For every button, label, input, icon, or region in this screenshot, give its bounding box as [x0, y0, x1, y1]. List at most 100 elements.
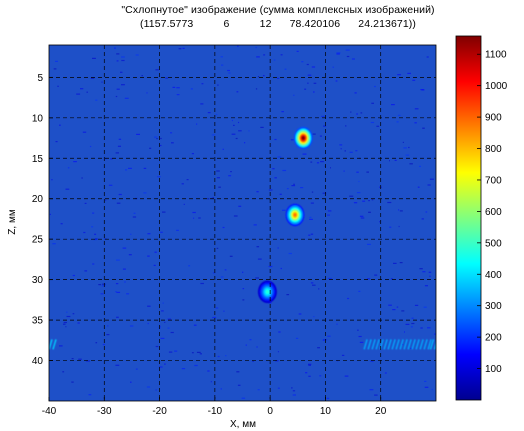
speckle-mark — [263, 54, 266, 56]
speckle-mark — [374, 394, 378, 396]
speckle-mark — [88, 394, 92, 396]
speckle-mark — [62, 371, 65, 373]
speckle-mark — [279, 193, 282, 195]
speckle-mark — [367, 278, 371, 280]
speckle-mark — [336, 52, 341, 54]
speckle-mark — [310, 233, 314, 235]
speckle-mark — [317, 347, 320, 349]
streak-mark — [419, 339, 424, 350]
speckle-mark — [282, 209, 286, 211]
speckle-mark — [149, 147, 152, 149]
speckle-mark — [55, 60, 58, 62]
speckle-mark — [389, 160, 390, 162]
speckle-mark — [216, 170, 220, 172]
speckle-mark — [190, 88, 193, 90]
speckle-mark — [312, 133, 316, 135]
speckle-mark — [316, 162, 320, 164]
speckle-mark — [302, 153, 307, 155]
speckle-mark — [66, 315, 71, 318]
speckle-mark — [423, 306, 427, 308]
speckle-mark — [414, 304, 419, 306]
speckle-mark — [130, 381, 132, 383]
speckle-mark — [396, 306, 399, 308]
speckle-mark — [207, 112, 211, 114]
speckle-mark — [320, 161, 324, 163]
streak-mark — [423, 339, 428, 350]
speckle-mark — [398, 225, 400, 228]
speckle-mark — [399, 262, 403, 264]
speckle-mark — [280, 54, 283, 56]
speckle-mark — [217, 355, 220, 358]
speckle-mark — [130, 233, 132, 235]
speckle-mark — [196, 123, 198, 125]
speckle-mark — [411, 322, 415, 325]
speckle-mark — [136, 133, 140, 135]
colorbar-tick-label: 500 — [485, 238, 502, 249]
streak-mark — [399, 339, 404, 350]
speckle-mark — [181, 368, 186, 370]
speckle-mark — [345, 125, 347, 127]
speckle-mark — [402, 141, 404, 143]
speckle-mark — [268, 265, 273, 268]
speckle-mark — [220, 56, 223, 58]
speckle-mark — [143, 167, 147, 169]
speckle-mark — [124, 281, 126, 283]
speckle-mark — [237, 384, 241, 386]
speckle-mark — [165, 77, 169, 79]
speckle-mark — [397, 114, 401, 116]
speckle-mark — [118, 138, 122, 140]
streak-mark — [403, 339, 408, 350]
speckle-mark — [394, 159, 397, 161]
speckle-mark — [229, 255, 233, 257]
speckle-mark — [191, 153, 194, 155]
speckle-mark — [335, 80, 338, 82]
y-tick-label: 30 — [32, 275, 44, 286]
speckle-mark — [422, 271, 426, 273]
speckle-mark — [60, 223, 63, 225]
speckle-mark — [135, 54, 139, 56]
speckle-mark — [84, 270, 88, 272]
speckle-mark — [248, 130, 250, 132]
speckle-mark — [115, 152, 119, 154]
speckle-mark — [121, 56, 125, 58]
speckle-mark — [305, 372, 308, 374]
speckle-mark — [95, 238, 98, 240]
speckle-mark — [132, 216, 137, 218]
speckle-mark — [176, 94, 180, 96]
speckle-mark — [278, 331, 281, 333]
speckle-mark — [155, 345, 159, 348]
speckle-mark — [384, 372, 387, 374]
speckle-mark — [274, 177, 277, 179]
speckle-mark — [288, 252, 292, 255]
speckle-mark — [306, 63, 309, 66]
speckle-mark — [424, 285, 428, 287]
speckle-mark — [105, 199, 107, 201]
colorbar-ticks: 100 200 300 400 500 600 700 800 900 1000 1100 — [477, 50, 508, 375]
speckle-mark — [260, 126, 264, 128]
speckle-mark — [146, 92, 148, 94]
speckle-mark — [414, 122, 417, 124]
colorbar-tick-label: 700 — [485, 175, 502, 186]
speckle-mark — [409, 163, 413, 165]
speckle-mark — [211, 134, 216, 136]
speckle-mark — [223, 310, 225, 312]
speckle-mark — [318, 288, 320, 290]
speckle-mark — [59, 124, 61, 126]
speckle-mark — [427, 327, 431, 329]
speckle-mark — [49, 213, 51, 215]
speckle-mark — [101, 81, 103, 83]
speckle-mark — [298, 313, 302, 315]
speckle-mark — [313, 82, 317, 84]
streak-mark — [387, 339, 392, 350]
speckle-mark — [89, 145, 92, 148]
speckle-mark — [228, 72, 231, 74]
speckle-mark — [350, 111, 352, 113]
speckle-mark — [354, 92, 357, 94]
speckle-mark — [82, 131, 87, 133]
speckle-mark — [412, 79, 416, 81]
speckle-mark — [115, 95, 118, 98]
speckle-mark — [422, 127, 425, 129]
speckle-mark — [356, 192, 361, 194]
speckle-mark — [311, 191, 314, 193]
speckle-mark — [233, 215, 238, 217]
